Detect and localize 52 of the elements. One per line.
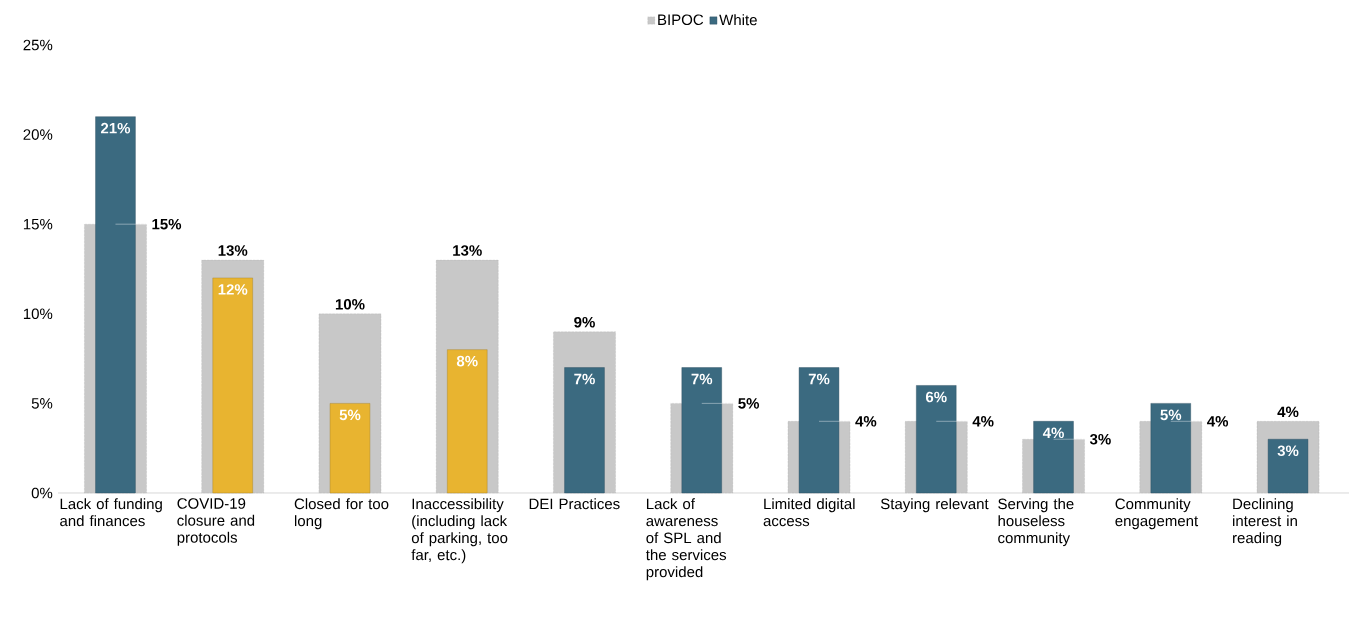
bar xyxy=(95,116,136,494)
x-tick-label: Serving the houseless community xyxy=(998,498,1074,547)
bar xyxy=(798,367,840,494)
bar xyxy=(1150,403,1191,494)
y-tick-label: 15% xyxy=(23,218,53,230)
data-label: 9% xyxy=(574,316,595,328)
x-tick-label: Inaccessibility (including lack of parking, too far, etc.) xyxy=(411,498,508,564)
y-tick-label: 10% xyxy=(23,308,53,320)
data-label: 7% xyxy=(691,373,713,385)
data-label: 5% xyxy=(339,409,361,421)
y-tick-label: 25% xyxy=(23,39,53,51)
bar xyxy=(212,277,253,494)
bar xyxy=(1033,421,1074,494)
x-tick-label: Limited digital access xyxy=(763,498,855,527)
bar xyxy=(564,367,605,494)
legend-label: BIPOC xyxy=(658,14,704,26)
y-tick-label: 20% xyxy=(23,129,53,140)
data-label: 15% xyxy=(152,218,182,230)
data-label: 4% xyxy=(972,416,994,427)
bar xyxy=(681,367,722,494)
bar xyxy=(447,349,488,494)
x-tick-label: COVID-19 closure and protocols xyxy=(177,498,255,546)
x-tick-label: Closed for too long xyxy=(294,498,389,530)
data-label: 7% xyxy=(808,373,830,385)
data-label: 13% xyxy=(218,245,248,256)
x-tick-label: Declining interest in reading xyxy=(1233,498,1297,547)
y-tick-label: 0% xyxy=(31,487,53,499)
x-tick-label: Lack of funding and finances xyxy=(60,498,162,527)
legend-label: White xyxy=(719,14,757,26)
x-tick-label: Lack of awareness of SPL and the services provided xyxy=(645,498,727,581)
data-label: 4% xyxy=(855,416,877,427)
data-label: 8% xyxy=(456,355,478,367)
x-tick-label: Community engagement xyxy=(1115,498,1199,530)
data-label: 3% xyxy=(1277,445,1299,457)
bar xyxy=(916,385,957,494)
data-label: 12% xyxy=(218,284,248,295)
data-label: 21% xyxy=(100,122,131,134)
x-tick-label: DEI Practices xyxy=(529,498,620,510)
data-label: 5% xyxy=(1160,409,1182,421)
data-label: 6% xyxy=(925,391,947,403)
data-label: 4% xyxy=(1207,416,1229,427)
data-label: 13% xyxy=(453,245,482,256)
x-tick-label: Staying relevant xyxy=(880,498,989,513)
bar xyxy=(1267,439,1309,494)
data-label: 4% xyxy=(1277,406,1299,418)
data-label: 3% xyxy=(1089,433,1111,445)
data-label: 7% xyxy=(574,373,595,385)
data-label: 5% xyxy=(738,398,760,409)
bar xyxy=(329,403,371,494)
data-label: 4% xyxy=(1042,427,1064,439)
data-label: 10% xyxy=(335,298,365,310)
y-tick-label: 5% xyxy=(31,398,53,409)
